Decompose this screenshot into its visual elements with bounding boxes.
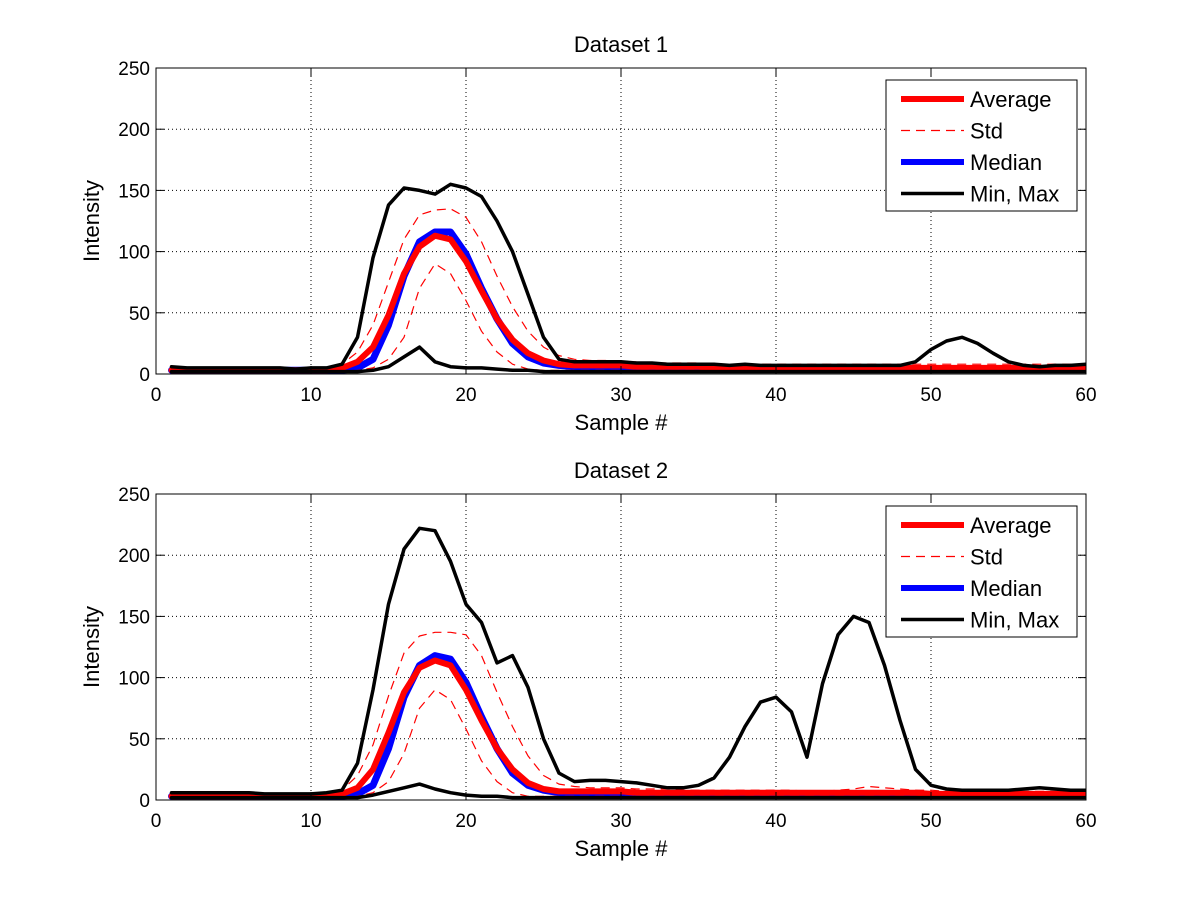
y-axis-label: Intensity <box>79 180 104 262</box>
legend: Average Std Median Min, Max <box>885 79 1078 212</box>
x-tick-label: 50 <box>920 385 941 406</box>
x-tick-label: 30 <box>610 811 631 832</box>
legend-label: Average <box>970 87 1052 112</box>
chart-panel-1: 0 10 20 30 40 50 60 0 50 100 150 200 250 Dataset 1 Sam… <box>79 32 1097 435</box>
legend-label: Std <box>970 119 1003 144</box>
x-tick-label: 20 <box>455 385 476 406</box>
y-tick-label: 250 <box>118 485 150 506</box>
x-axis-label: Sample # <box>575 410 669 435</box>
series-group <box>168 526 1086 800</box>
series-line-max <box>169 526 1086 796</box>
legend-label: Std <box>970 545 1003 570</box>
chart-title: Dataset 1 <box>574 32 668 57</box>
x-tick-label: 0 <box>151 811 162 832</box>
legend-label: Average <box>970 513 1052 538</box>
legend-label: Median <box>970 576 1042 601</box>
y-tick-label: 150 <box>118 181 150 202</box>
legend: Average Std Median Min, Max <box>885 505 1078 638</box>
series-line-max <box>169 182 1086 371</box>
chart-panel-2: 0 10 20 30 40 50 60 0 50 100 150 200 250 Dataset 2 Sam… <box>79 458 1097 861</box>
y-tick-label: 100 <box>118 243 150 264</box>
y-tick-label: 50 <box>129 730 150 751</box>
legend-label: Median <box>970 150 1042 175</box>
x-tick-label: 10 <box>300 385 321 406</box>
y-tick-label: 200 <box>118 546 150 567</box>
legend-label: Min, Max <box>970 608 1059 633</box>
x-tick-label: 10 <box>300 811 321 832</box>
y-tick-label: 50 <box>129 304 150 325</box>
series-line-min <box>169 345 1086 374</box>
chart-title: Dataset 2 <box>574 458 668 483</box>
y-tick-label: 0 <box>139 365 150 386</box>
y-tick-label: 200 <box>118 120 150 141</box>
x-tick-label: 0 <box>151 385 162 406</box>
y-tick-label: 250 <box>118 59 150 80</box>
x-tick-label: 20 <box>455 811 476 832</box>
x-axis-label: Sample # <box>575 836 669 861</box>
x-tick-label: 60 <box>1075 811 1096 832</box>
x-tick-label: 30 <box>610 385 631 406</box>
x-tick-label: 40 <box>765 811 786 832</box>
y-axis-label: Intensity <box>79 606 104 688</box>
series-group <box>168 182 1086 374</box>
y-tick-label: 100 <box>118 669 150 690</box>
legend-label: Min, Max <box>970 182 1059 207</box>
series-line-min <box>169 782 1086 800</box>
x-tick-label: 60 <box>1075 385 1096 406</box>
y-tick-label: 150 <box>118 607 150 628</box>
x-tick-label: 50 <box>920 811 941 832</box>
y-tick-label: 0 <box>139 791 150 812</box>
x-tick-label: 40 <box>765 385 786 406</box>
